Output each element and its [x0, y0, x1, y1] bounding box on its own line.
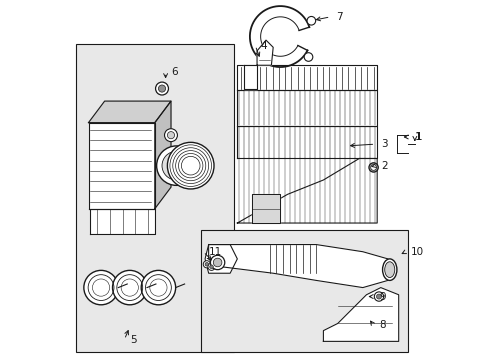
Polygon shape	[208, 244, 394, 288]
Circle shape	[167, 132, 174, 139]
Circle shape	[209, 265, 213, 269]
Polygon shape	[237, 90, 376, 126]
Bar	[201, 230, 407, 352]
Circle shape	[213, 258, 222, 267]
Circle shape	[158, 85, 165, 92]
Ellipse shape	[382, 259, 396, 280]
Text: 1: 1	[414, 132, 421, 142]
Text: 10: 10	[410, 247, 424, 257]
Polygon shape	[257, 40, 273, 65]
Circle shape	[304, 53, 312, 61]
Polygon shape	[237, 65, 376, 90]
Circle shape	[155, 82, 168, 95]
Text: 6: 6	[171, 67, 177, 77]
Text: 8: 8	[378, 320, 385, 330]
Circle shape	[156, 146, 196, 185]
Polygon shape	[88, 101, 171, 123]
Circle shape	[112, 270, 147, 305]
Polygon shape	[251, 194, 280, 223]
Circle shape	[164, 129, 177, 141]
Circle shape	[373, 292, 383, 301]
Circle shape	[204, 262, 208, 266]
Circle shape	[141, 270, 175, 305]
Circle shape	[210, 255, 224, 270]
Text: 2: 2	[380, 161, 386, 171]
Text: 3: 3	[380, 139, 386, 149]
Ellipse shape	[384, 262, 394, 278]
Text: 9: 9	[378, 292, 385, 302]
Circle shape	[306, 17, 315, 25]
Polygon shape	[244, 65, 257, 89]
Bar	[76, 44, 233, 352]
Circle shape	[203, 261, 210, 268]
Circle shape	[370, 165, 376, 170]
Polygon shape	[323, 288, 398, 341]
Polygon shape	[204, 244, 237, 273]
Text: 5: 5	[129, 334, 136, 345]
Polygon shape	[155, 101, 171, 209]
Text: 7: 7	[335, 12, 342, 22]
Text: 4: 4	[260, 41, 267, 50]
Circle shape	[368, 163, 378, 172]
Circle shape	[167, 142, 214, 189]
Polygon shape	[237, 126, 376, 158]
Polygon shape	[90, 209, 155, 234]
Text: 1: 1	[415, 132, 422, 142]
Polygon shape	[237, 158, 376, 223]
Text: 11: 11	[208, 247, 222, 257]
Circle shape	[207, 263, 215, 270]
Circle shape	[83, 270, 118, 305]
Circle shape	[162, 151, 190, 180]
Polygon shape	[88, 123, 155, 209]
Circle shape	[376, 294, 381, 299]
